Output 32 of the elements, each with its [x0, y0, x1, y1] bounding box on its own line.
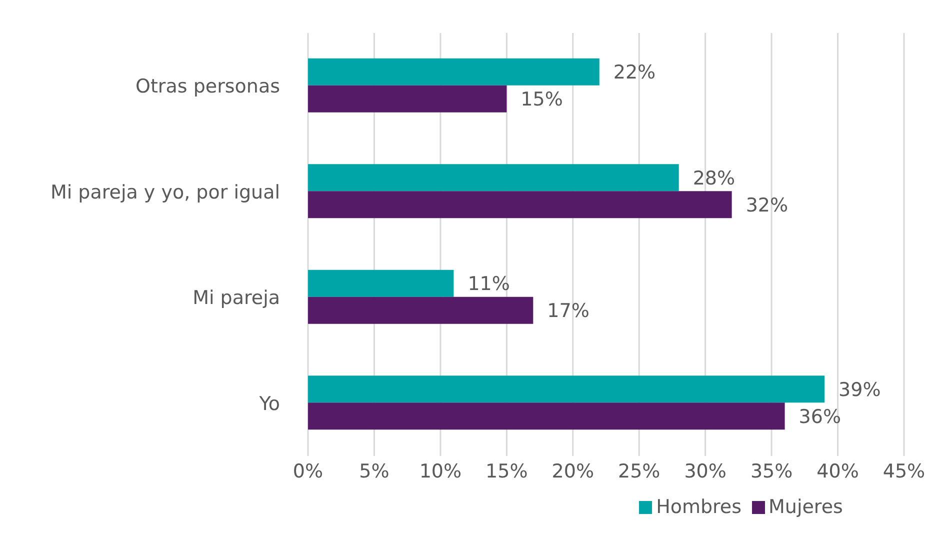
x-tick-label: 30%	[684, 460, 726, 482]
x-tick-label: 45%	[882, 460, 926, 482]
y-tick-label: Otras personas	[136, 76, 280, 98]
legend-label: Mujeres	[768, 496, 843, 518]
y-tick-label: Yo	[258, 392, 280, 415]
x-tick-label: 0%	[292, 460, 324, 482]
bar	[308, 402, 785, 430]
data-label: 28%	[692, 167, 736, 190]
x-tick-label: 35%	[750, 460, 793, 482]
bar	[308, 296, 534, 324]
x-tick-label: 25%	[618, 460, 660, 482]
data-label: 39%	[838, 378, 881, 401]
y-tick-label: Mi pareja y yo, por igual	[50, 181, 280, 204]
bar	[308, 270, 454, 297]
bar	[308, 85, 507, 112]
y-tick-label: Mi pareja	[192, 287, 280, 310]
bar	[308, 58, 600, 86]
bar	[308, 376, 825, 403]
data-label: 32%	[746, 194, 788, 216]
x-tick-label: 40%	[816, 460, 859, 482]
data-label: 36%	[798, 406, 842, 428]
legend-label: Hombres	[656, 496, 742, 518]
x-tick-label: 5%	[359, 460, 390, 482]
data-label: 17%	[547, 300, 590, 322]
bar	[308, 191, 732, 218]
data-label: 15%	[520, 88, 563, 111]
x-tick-label: 15%	[486, 460, 528, 482]
data-label: 11%	[468, 273, 510, 296]
bar	[308, 164, 679, 192]
x-tick-label: 10%	[419, 460, 462, 482]
data-label: 22%	[613, 62, 656, 84]
x-tick-label: 20%	[552, 460, 594, 482]
